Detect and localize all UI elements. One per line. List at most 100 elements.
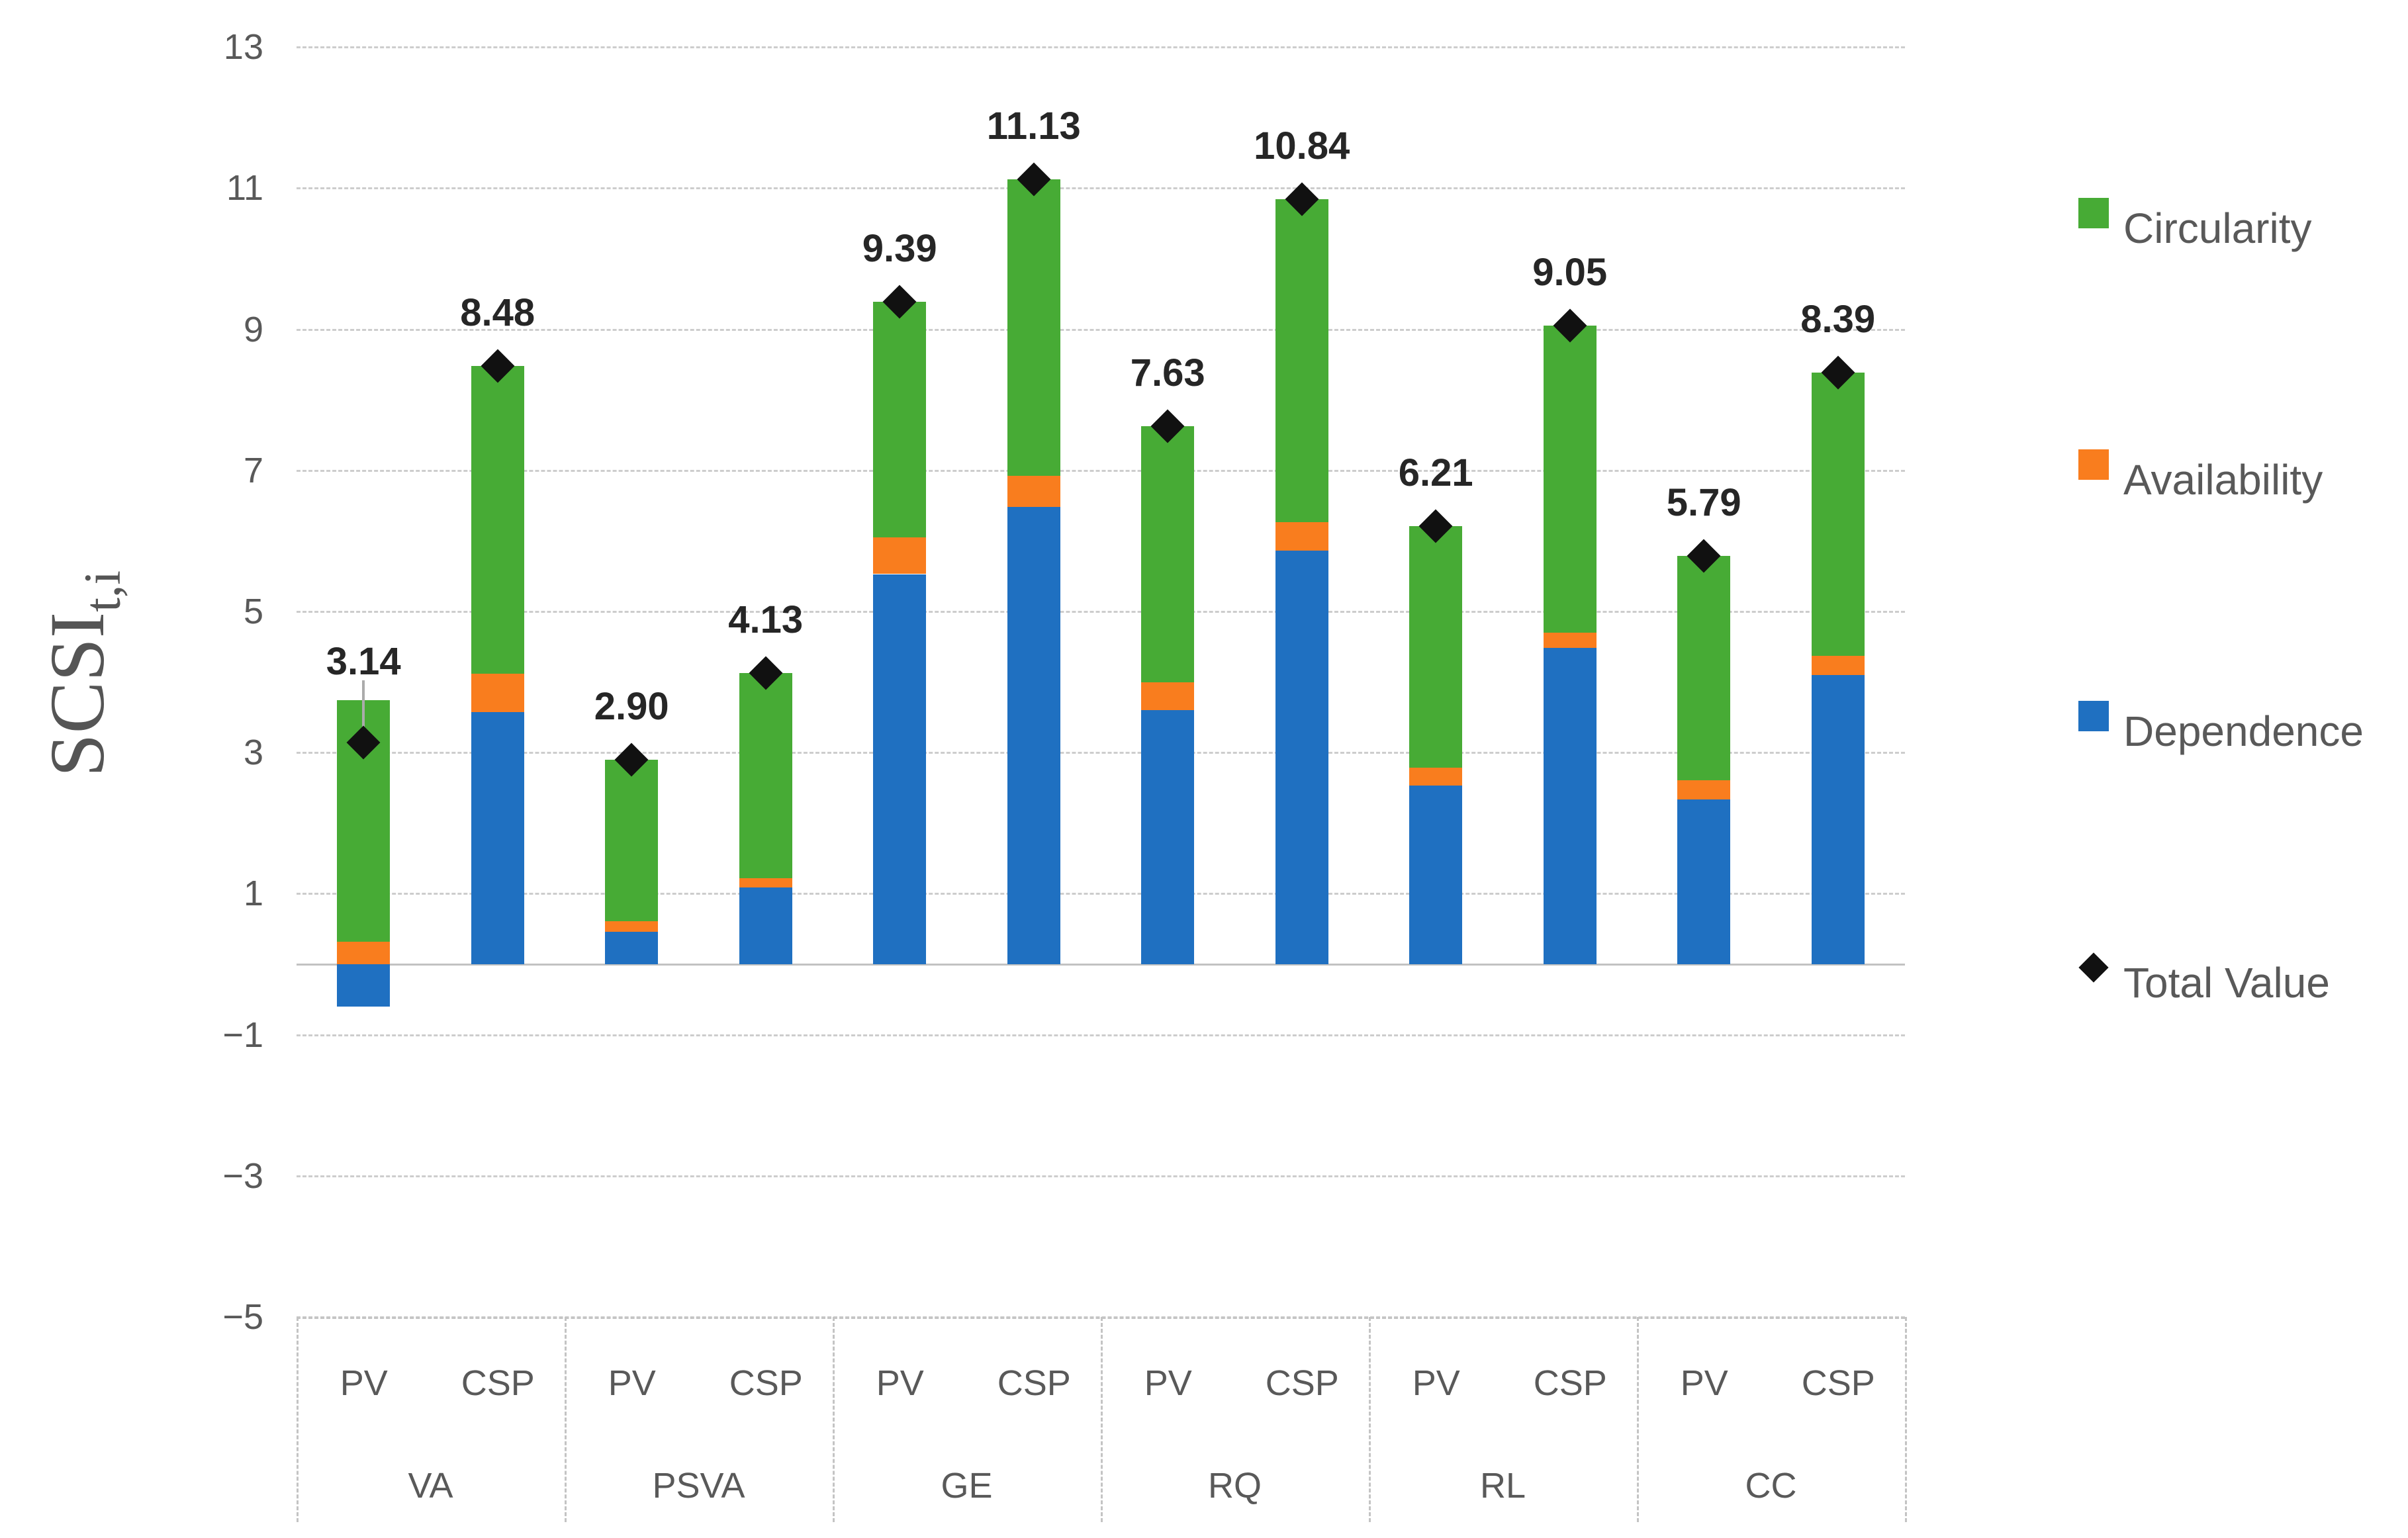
total-value-label: 5.79: [1666, 480, 1741, 524]
tech-label-csp: CSP: [1265, 1363, 1339, 1403]
group-label-rl: RL: [1479, 1466, 1526, 1506]
legend-label: Dependence: [2123, 707, 2364, 755]
total-value-diamond-icon: [2078, 952, 2109, 983]
bar-segment-circularity: [1677, 555, 1731, 780]
circularity-swatch-icon: [2078, 198, 2109, 228]
bar-segment-availability: [1007, 476, 1060, 508]
y-tick-label: −1: [222, 1015, 263, 1055]
y-tick-label: 13: [223, 27, 263, 68]
bar-segment-dependence: [1677, 799, 1731, 964]
bar-segment-dependence: [1007, 507, 1060, 964]
gridline: [297, 1034, 1905, 1036]
label-leader-line: [362, 680, 365, 743]
y-tick-label: 7: [243, 450, 263, 490]
bar-segment-availability: [873, 537, 927, 574]
bar-segment-dependence: [739, 887, 792, 964]
total-value-label: 10.84: [1254, 124, 1350, 168]
table-group-border: [1101, 1317, 1103, 1522]
tech-label-csp: CSP: [729, 1363, 803, 1403]
y-tick-label: −3: [222, 1155, 263, 1196]
bar-segment-dependence: [1275, 551, 1328, 964]
tech-label-pv: PV: [340, 1363, 388, 1403]
tech-label-pv: PV: [1680, 1363, 1728, 1403]
bar-segment-circularity: [1543, 326, 1597, 633]
bar-segment-dependence: [1141, 710, 1195, 964]
total-value-label: 9.39: [862, 227, 937, 271]
gridline: [297, 328, 1905, 331]
table-group-border: [1369, 1317, 1371, 1522]
availability-swatch-icon: [2078, 449, 2109, 480]
bar-segment-circularity: [471, 366, 524, 674]
gridline: [297, 469, 1905, 472]
bar-segment-circularity: [605, 759, 659, 921]
y-tick-label: 5: [243, 592, 263, 631]
gridline: [297, 187, 1905, 190]
total-value-label: 8.39: [1800, 297, 1876, 341]
y-tick-label: 1: [243, 874, 263, 914]
bar-segment-availability: [1811, 656, 1865, 675]
table-group-border: [1637, 1317, 1639, 1522]
total-value-label: 7.63: [1130, 351, 1205, 394]
bar-segment-dependence: [1543, 648, 1597, 964]
gridline: [297, 1175, 1905, 1177]
gridline: [297, 611, 1905, 613]
bar-segment-availability: [337, 941, 391, 964]
bar-segment-availability: [1275, 521, 1328, 551]
tech-label-pv: PV: [608, 1363, 656, 1403]
y-axis-title-main: SCSI: [34, 611, 120, 778]
dependence-swatch-icon: [2078, 701, 2109, 731]
bar-segment-circularity: [1409, 526, 1463, 768]
total-value-label: 6.21: [1398, 451, 1473, 494]
bar-segment-dependence: [873, 574, 927, 964]
bar-segment-availability: [1409, 767, 1463, 786]
group-label-psva: PSVA: [652, 1466, 745, 1506]
bar-segment-availability: [1543, 632, 1597, 649]
table-group-border: [297, 1317, 299, 1522]
group-label-rq: RQ: [1208, 1466, 1262, 1506]
gridline: [297, 46, 1905, 49]
gridline: [297, 893, 1905, 895]
y-tick-label: −5: [222, 1297, 263, 1337]
tech-label-pv: PV: [876, 1363, 924, 1403]
table-group-border: [833, 1317, 835, 1522]
bar-segment-availability: [1141, 682, 1195, 711]
tech-label-pv: PV: [1144, 1363, 1192, 1403]
bar-segment-circularity: [739, 672, 792, 878]
legend-label: Availability: [2123, 456, 2323, 504]
y-tick-label: 11: [226, 168, 263, 208]
bar-segment-dependence: [1811, 674, 1865, 964]
bar-segment-dependence: [337, 964, 391, 1007]
y-tick-label: 9: [243, 309, 263, 349]
gridline: [297, 752, 1905, 754]
bar-segment-availability: [739, 878, 792, 887]
bar-segment-availability: [1677, 780, 1731, 799]
legend-label: Circularity: [2123, 204, 2312, 252]
y-axis-title: SCSIt,i: [34, 343, 131, 1005]
table-group-border: [1905, 1317, 1907, 1522]
tech-label-csp: CSP: [997, 1363, 1071, 1403]
total-value-label: 9.05: [1532, 251, 1608, 294]
bar-segment-circularity: [1275, 199, 1328, 522]
group-label-ge: GE: [941, 1466, 993, 1506]
bar-segment-dependence: [605, 931, 659, 964]
bar-segment-dependence: [1409, 786, 1463, 964]
table-group-border: [565, 1317, 567, 1522]
total-value-label: 3.14: [326, 640, 401, 684]
group-label-va: VA: [408, 1466, 453, 1506]
legend-label: Total Value: [2123, 959, 2330, 1007]
bar-segment-availability: [605, 921, 659, 932]
total-value-label: 11.13: [986, 104, 1081, 148]
group-label-cc: CC: [1745, 1466, 1797, 1506]
total-value-label: 4.13: [728, 598, 804, 641]
tech-label-pv: PV: [1412, 1363, 1460, 1403]
x-axis-zero-line: [297, 964, 1905, 966]
bar-segment-circularity: [1141, 426, 1195, 682]
y-tick-label: 3: [243, 733, 263, 773]
total-value-label: 2.90: [594, 684, 669, 728]
tech-label-csp: CSP: [1533, 1363, 1607, 1403]
bar-segment-dependence: [471, 712, 524, 964]
bar-segment-circularity: [1811, 372, 1865, 656]
tech-label-csp: CSP: [461, 1363, 535, 1403]
tech-label-csp: CSP: [1801, 1363, 1875, 1403]
